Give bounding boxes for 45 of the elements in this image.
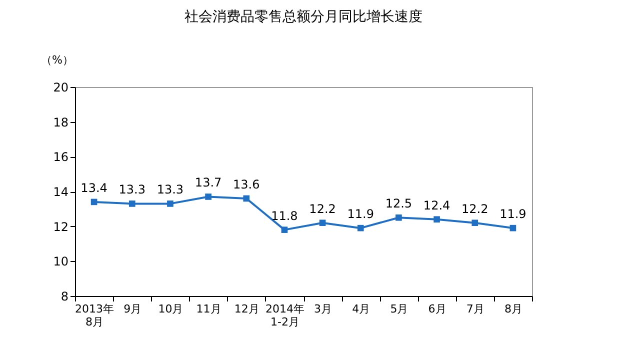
data-label: 12.2 xyxy=(309,202,336,216)
point xyxy=(510,224,516,232)
data-label: 12.5 xyxy=(385,196,412,211)
y-tick-label: 10 xyxy=(53,254,68,269)
data-label: 13.3 xyxy=(156,182,184,197)
data-label: 13.4 xyxy=(80,180,108,195)
x-tick-label: 5月 xyxy=(390,302,408,316)
y-tick-label: 20 xyxy=(53,80,68,94)
point xyxy=(472,220,478,226)
y-tick-label: 16 xyxy=(53,150,68,164)
x-tick-label: 7月 xyxy=(466,302,484,316)
x-tick-label: 3月 xyxy=(314,302,332,316)
x-tick-label: 6月 xyxy=(428,302,446,316)
data-label: 13.3 xyxy=(118,182,146,197)
data-label: 12.4 xyxy=(423,198,450,212)
point xyxy=(434,216,440,223)
x-tick-label: 10月 xyxy=(158,302,184,316)
x-tick-label: 9月 xyxy=(124,302,142,316)
point xyxy=(243,195,250,202)
point xyxy=(357,224,364,232)
point xyxy=(205,194,212,200)
point xyxy=(128,200,136,207)
data-label: 13.6 xyxy=(233,177,260,192)
point xyxy=(396,214,402,221)
chart-title: 社会消费品零售总额分月同比增长速度 xyxy=(184,9,422,25)
x-tick-label: 2013年 8月 xyxy=(75,302,114,328)
data-label: 11.9 xyxy=(347,207,374,222)
data-label: 11.9 xyxy=(500,207,526,222)
y-axis-title: （%） xyxy=(41,54,74,66)
point xyxy=(167,200,174,207)
x-tick-label: 11月 xyxy=(196,302,222,316)
y-tick-label: 18 xyxy=(53,115,68,130)
y-tick-label: 14 xyxy=(53,185,68,199)
data-label: 12.2 xyxy=(462,202,488,216)
x-tick-label: 8月 xyxy=(504,302,522,316)
point xyxy=(90,198,98,206)
point xyxy=(319,220,326,226)
point xyxy=(281,226,288,233)
y-tick-label: 8 xyxy=(60,290,68,304)
x-tick-label: 2014年 1-2月 xyxy=(265,302,304,328)
data-label: 13.7 xyxy=(194,176,222,190)
x-tick-label: 12月 xyxy=(234,302,260,316)
data-label: 11.8 xyxy=(271,208,298,223)
x-tick-label: 4月 xyxy=(352,302,370,316)
y-tick-label: 12 xyxy=(53,220,68,234)
